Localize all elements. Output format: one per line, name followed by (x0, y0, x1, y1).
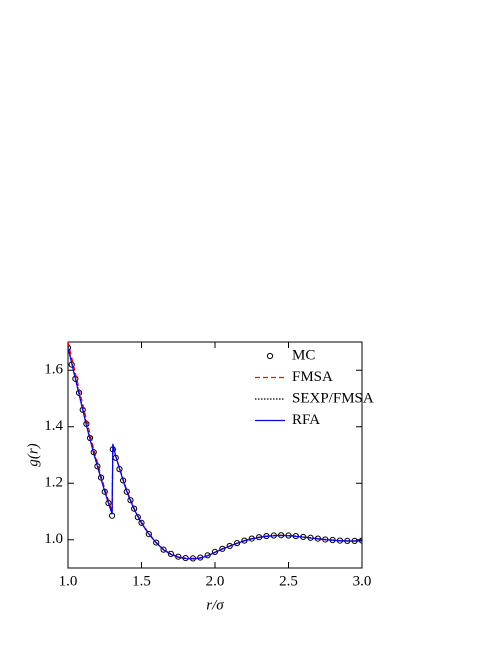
y-tick-label: 1.2 (44, 475, 63, 491)
legend-label: MC (292, 347, 315, 363)
legend-label: RFA (292, 412, 320, 428)
x-tick-label: 1.5 (132, 573, 151, 589)
legend-label: FMSA (292, 369, 333, 385)
data-point (153, 539, 160, 546)
data-point (131, 505, 138, 512)
data-point (160, 546, 167, 553)
data-point (127, 497, 134, 504)
data-point (138, 519, 145, 526)
data-point (167, 550, 174, 557)
y-tick-label: 1.4 (44, 418, 63, 434)
legend-label: SEXP/FMSA (292, 390, 374, 406)
data-point (123, 488, 130, 495)
y-tick-label: 1.6 (44, 362, 63, 378)
data-point (219, 545, 226, 552)
x-tick-label: 2.5 (279, 573, 298, 589)
y-tick-label: 1.0 (44, 531, 63, 547)
legend-marker (266, 352, 274, 360)
x-tick-label: 1.0 (59, 573, 78, 589)
x-tick-label: 2.0 (206, 573, 225, 589)
data-point (226, 542, 233, 550)
y-axis-label: g(r) (25, 443, 41, 466)
x-axis-label: r/σ (206, 597, 224, 613)
data-point (145, 531, 152, 538)
series-line (68, 347, 362, 560)
x-tick-label: 3.0 (353, 573, 372, 589)
